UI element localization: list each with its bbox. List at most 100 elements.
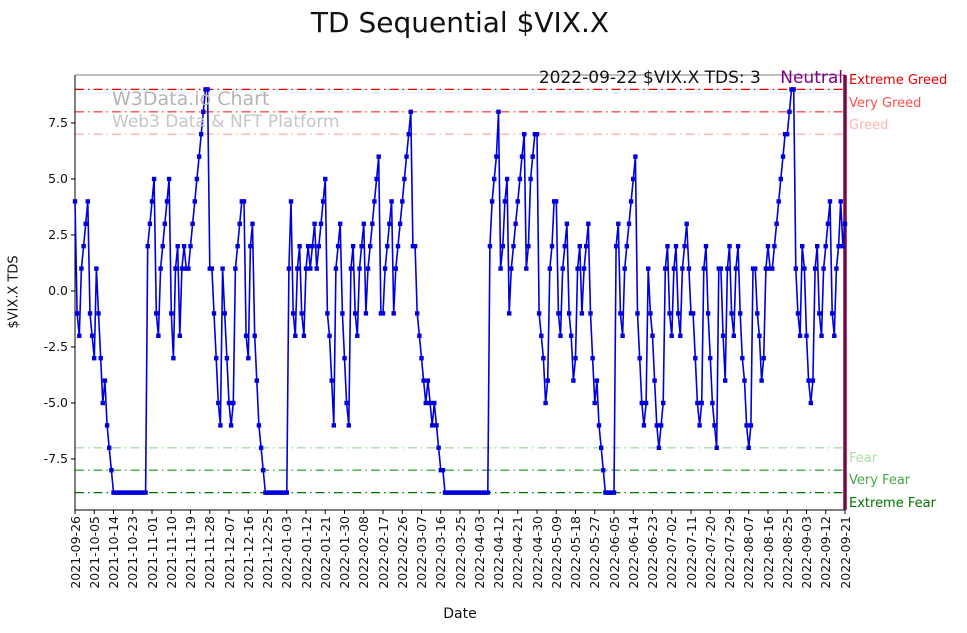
tds-series-marker: [224, 356, 230, 361]
x-tick-label: 2022-09-21: [837, 516, 853, 589]
tds-series-marker: [633, 154, 638, 159]
tds-series-marker: [731, 333, 736, 338]
threshold-label: Extreme Fear: [849, 495, 936, 511]
tds-series-marker: [549, 244, 555, 249]
tds-series-marker: [791, 87, 796, 92]
tds-series-marker: [188, 244, 193, 249]
tds-series-marker: [427, 400, 433, 406]
tds-series-marker: [194, 176, 200, 182]
tds-series-marker: [643, 400, 649, 406]
tds-series-marker: [94, 266, 99, 271]
tds-series-marker: [487, 244, 493, 249]
tds-series-marker: [173, 266, 178, 271]
tds-series-marker: [708, 356, 713, 361]
tds-series-marker: [199, 132, 204, 137]
tds-series-marker: [312, 221, 317, 226]
y-tick-label: -5.0: [43, 395, 68, 410]
tds-series-marker: [823, 244, 828, 249]
tds-series-marker: [348, 266, 354, 271]
tds-series-marker: [714, 445, 719, 450]
tds-series-marker: [181, 244, 187, 249]
x-tick-label: 2022-02-17: [375, 516, 391, 589]
tds-series-marker: [400, 199, 405, 204]
x-tick-label: 2022-07-11: [683, 516, 699, 589]
tds-series-marker: [359, 244, 364, 249]
x-tick-label: 2022-04-03: [471, 516, 487, 589]
tds-series-marker: [196, 154, 202, 159]
tds-series-marker: [177, 333, 182, 338]
x-tick-label: 2022-07-29: [722, 516, 737, 589]
tds-series-marker: [661, 400, 666, 406]
tds-series-marker: [701, 266, 706, 271]
annotation-text: 2022-09-22 $VIX.X TDS: 3: [538, 68, 761, 88]
x-tick-label: 2021-12-16: [240, 516, 256, 589]
tds-series-marker: [504, 176, 510, 182]
tds-series-marker: [658, 423, 664, 428]
tds-series-marker: [74, 311, 80, 316]
tds-series-marker: [474, 490, 480, 495]
tds-series-marker: [817, 311, 822, 316]
tds-series-marker: [840, 244, 846, 249]
tds-series-marker: [241, 199, 247, 204]
tds-series-marker: [316, 244, 321, 249]
tds-series-marker: [558, 333, 563, 338]
tds-series-marker: [201, 109, 206, 114]
tds-series-marker: [83, 221, 88, 226]
tds-series-marker: [819, 333, 824, 338]
tds-series-marker: [85, 199, 90, 204]
x-tick-label: 2022-09-03: [799, 516, 814, 589]
x-tick-label: 2022-02-08: [356, 516, 372, 589]
x-tick-label: 2022-03-16: [433, 516, 449, 589]
tds-series-marker: [387, 221, 392, 226]
tds-series-marker: [164, 199, 170, 204]
tds-series-marker: [682, 244, 687, 249]
threshold-label: Fear: [849, 450, 878, 466]
tds-series-marker: [160, 244, 165, 249]
tds-series-marker: [145, 244, 150, 249]
tds-series-marker: [376, 154, 381, 159]
tds-series-marker: [250, 221, 255, 226]
tds-series-marker: [87, 311, 93, 316]
tds-series-marker: [209, 266, 215, 271]
tds-series-marker: [327, 333, 332, 338]
tds-series-marker: [778, 176, 783, 182]
tds-series-marker: [169, 311, 174, 316]
tds-series-marker: [303, 266, 309, 271]
watermark-line1: W3Data.io Chart: [112, 88, 270, 110]
tds-series-marker: [759, 378, 764, 383]
tds-series-marker: [492, 176, 497, 182]
x-tick-label: 2022-07-02: [664, 516, 680, 589]
tds-series-marker: [541, 356, 546, 361]
tds-series-marker: [128, 490, 133, 495]
tds-series-marker: [389, 199, 394, 204]
tds-series-marker: [502, 199, 508, 204]
tds-series-marker: [175, 244, 180, 249]
tds-series-marker: [340, 311, 345, 316]
tds-series-marker: [507, 311, 512, 316]
tds-series-marker: [432, 400, 437, 406]
tds-series-marker: [774, 221, 779, 226]
tds-series-marker: [613, 244, 619, 249]
tds-series-marker: [808, 400, 813, 406]
x-tick-label: 2022-08-07: [741, 516, 757, 589]
x-tick-label: 2021-11-19: [183, 516, 198, 589]
tds-series-marker: [560, 266, 565, 271]
y-axis-label: $VIX.X TDS: [6, 255, 22, 329]
tds-series-marker: [233, 266, 238, 271]
tds-series-marker: [226, 400, 232, 406]
tds-series-marker: [408, 109, 413, 114]
tds-series-marker: [406, 132, 411, 137]
tds-series-marker: [385, 244, 390, 249]
x-tick-label: 2021-12-25: [260, 516, 275, 589]
tds-series-marker: [192, 199, 197, 204]
y-tick-label: 2.5: [48, 227, 68, 242]
tds-series-marker: [547, 266, 552, 271]
tds-series-marker: [318, 221, 324, 226]
tds-series-marker: [680, 266, 685, 271]
y-tick-label: 0.0: [48, 283, 68, 298]
tds-series-marker: [288, 199, 294, 204]
tds-series-marker: [616, 221, 621, 226]
tds-series-marker: [522, 132, 527, 137]
x-tick-label: 2021-09-26: [67, 516, 83, 589]
x-tick-label: 2022-05-18: [568, 516, 583, 589]
